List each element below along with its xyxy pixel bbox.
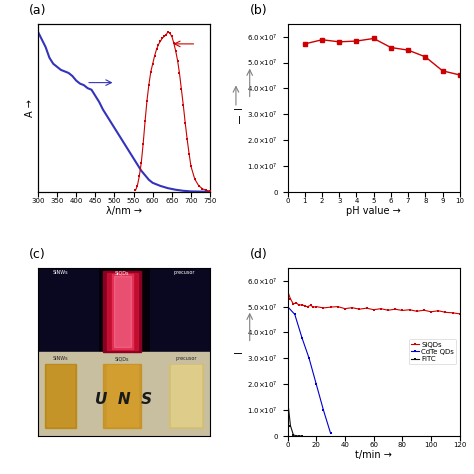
Bar xyxy=(114,276,131,347)
CdTe QDs xyxy=(292,311,298,317)
SiQDs xyxy=(385,307,391,313)
CdTe QDs xyxy=(285,304,291,310)
Text: I: I xyxy=(238,116,241,126)
CdTe QDs xyxy=(313,382,319,387)
SiQDs xyxy=(299,301,305,307)
Line: CdTe QDs: CdTe QDs xyxy=(286,305,332,435)
FITC xyxy=(296,433,302,439)
SiQDs xyxy=(288,296,293,301)
SiQDs xyxy=(400,308,405,313)
SiQDs xyxy=(320,305,326,311)
Bar xyxy=(169,364,203,428)
Text: precusor: precusor xyxy=(173,271,195,275)
FITC xyxy=(293,433,299,438)
SiQDs xyxy=(457,311,463,317)
Bar xyxy=(38,268,210,352)
SiQDs xyxy=(296,302,302,308)
Text: SiQDs: SiQDs xyxy=(115,271,129,275)
CdTe QDs xyxy=(299,335,305,340)
Text: precusor: precusor xyxy=(175,356,197,361)
SiQDs xyxy=(364,305,369,311)
SiQDs xyxy=(313,304,319,310)
SiQDs xyxy=(328,304,334,310)
SiQDs xyxy=(428,309,434,315)
SiQDs xyxy=(407,307,412,312)
CdTe QDs xyxy=(306,356,312,361)
SiQDs xyxy=(302,303,308,309)
Line: SiQDs: SiQDs xyxy=(286,290,461,315)
Bar xyxy=(107,273,138,350)
Bar xyxy=(46,365,74,426)
Text: SiNWs: SiNWs xyxy=(53,271,68,275)
Y-axis label: A →: A → xyxy=(25,99,35,117)
Bar xyxy=(112,274,133,348)
Text: (b): (b) xyxy=(250,4,267,17)
Bar xyxy=(38,352,210,436)
FITC xyxy=(285,397,291,403)
Bar xyxy=(107,365,138,426)
Text: (c): (c) xyxy=(29,248,46,261)
Text: U  N  S: U N S xyxy=(95,392,153,407)
Bar xyxy=(38,268,98,352)
Bar xyxy=(171,365,201,426)
Text: SiQDs: SiQDs xyxy=(115,356,129,361)
CdTe QDs xyxy=(328,431,334,437)
Text: SiNWs: SiNWs xyxy=(53,356,68,361)
SiQDs xyxy=(436,308,441,314)
SiQDs xyxy=(450,310,456,316)
Line: FITC: FITC xyxy=(286,399,303,438)
Y-axis label: I: I xyxy=(235,350,245,353)
SiQDs xyxy=(392,306,398,312)
SiQDs xyxy=(285,288,291,294)
SiQDs xyxy=(371,307,376,312)
X-axis label: λ/nm →: λ/nm → xyxy=(106,206,142,216)
SiQDs xyxy=(308,302,313,308)
X-axis label: pH value →: pH value → xyxy=(346,206,401,216)
Bar xyxy=(103,364,141,428)
X-axis label: t/min →: t/min → xyxy=(355,450,392,460)
SiQDs xyxy=(291,301,296,307)
SiQDs xyxy=(335,304,341,310)
Text: (d): (d) xyxy=(250,248,267,261)
FITC xyxy=(291,432,296,438)
SiQDs xyxy=(356,306,362,312)
CdTe QDs xyxy=(320,407,326,413)
SiQDs xyxy=(414,309,419,314)
SiQDs xyxy=(378,306,384,311)
SiQDs xyxy=(342,306,348,311)
SiQDs xyxy=(305,304,310,310)
Bar xyxy=(150,268,210,352)
SiQDs xyxy=(421,307,427,313)
SiQDs xyxy=(349,305,355,310)
SiQDs xyxy=(310,304,316,310)
FITC xyxy=(299,433,305,439)
SiQDs xyxy=(293,300,299,306)
Bar xyxy=(103,271,141,352)
Y-axis label: I: I xyxy=(235,107,245,109)
FITC xyxy=(288,423,293,428)
Text: (a): (a) xyxy=(29,4,47,17)
Bar xyxy=(45,364,76,428)
SiQDs xyxy=(443,310,448,315)
Legend: SiQDs, CdTe QDs, FITC: SiQDs, CdTe QDs, FITC xyxy=(409,339,456,365)
